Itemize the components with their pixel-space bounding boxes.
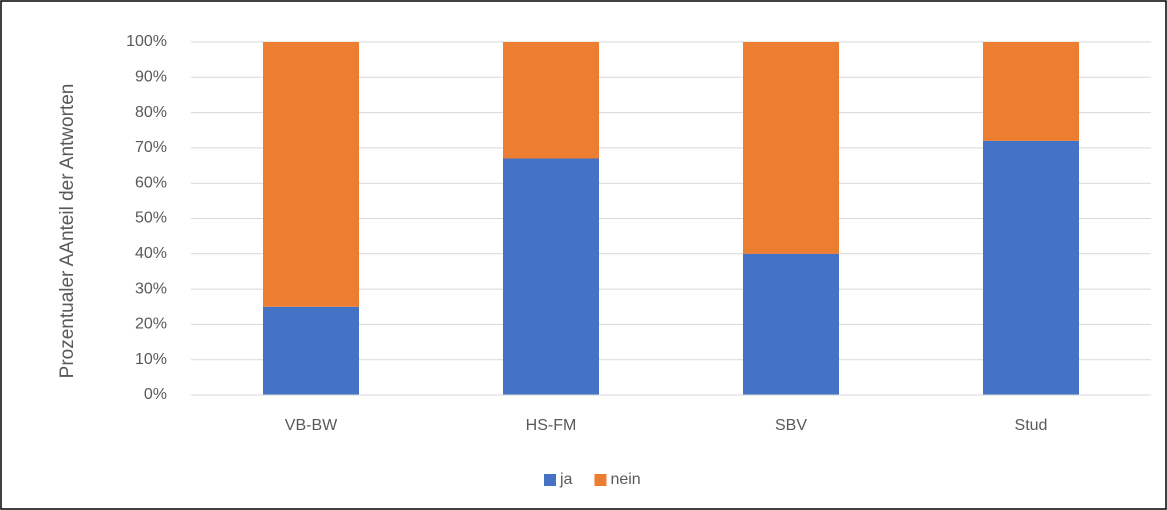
- bar-segment: [263, 42, 359, 307]
- y-tick-label: 70%: [135, 139, 167, 156]
- y-tick-label: 80%: [135, 104, 167, 121]
- bar-segment: [263, 306, 359, 395]
- x-tick-label: Stud: [1015, 417, 1048, 434]
- y-axis-label: Prozentualer AAnteil der Antworten: [57, 83, 78, 379]
- y-tick-label: 90%: [135, 69, 167, 86]
- legend-label: ja: [559, 471, 573, 488]
- bar-segment: [503, 42, 599, 159]
- y-tick-label: 60%: [135, 174, 167, 191]
- legend-swatch: [544, 474, 556, 486]
- legend-swatch: [594, 474, 607, 486]
- bar-segment: [743, 42, 839, 254]
- bar-segment: [743, 253, 839, 395]
- y-tick-label: 20%: [135, 316, 167, 333]
- x-tick-label: HS-FM: [526, 417, 577, 434]
- bar-segment: [983, 140, 1079, 395]
- y-tick-label: 0%: [144, 386, 167, 403]
- y-tick-label: 100%: [126, 33, 167, 50]
- x-tick-label: SBV: [775, 417, 807, 434]
- bar-segment: [503, 158, 599, 395]
- y-tick-label: 10%: [135, 351, 167, 368]
- bar-segment: [983, 42, 1079, 141]
- y-tick-label: 50%: [135, 210, 167, 227]
- legend-label: nein: [610, 471, 640, 488]
- y-tick-label: 30%: [135, 280, 167, 297]
- x-tick-label: VB-BW: [285, 417, 338, 434]
- y-tick-label: 40%: [135, 245, 167, 262]
